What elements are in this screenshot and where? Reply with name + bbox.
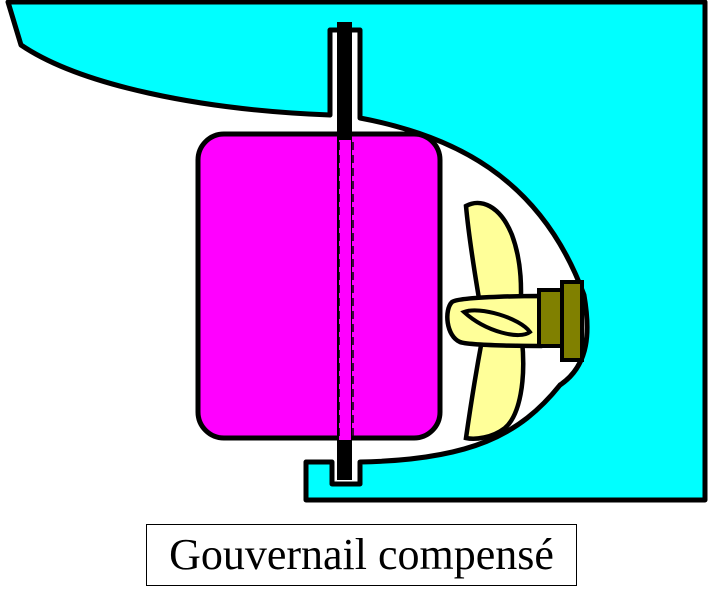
propeller-blade-root: [460, 308, 533, 338]
propeller-blade-lower: [463, 337, 526, 441]
stern-tube-inner: [537, 288, 565, 348]
rudder-blade: [195, 131, 443, 441]
caption: Gouvernail compensé: [169, 530, 554, 579]
hull: [5, 0, 708, 503]
propeller-blade-upper: [463, 200, 524, 321]
caption-box: Gouvernail compensé: [146, 524, 577, 586]
stern-tube-outer: [560, 280, 584, 362]
rudder-stock-hidden: [339, 140, 351, 440]
